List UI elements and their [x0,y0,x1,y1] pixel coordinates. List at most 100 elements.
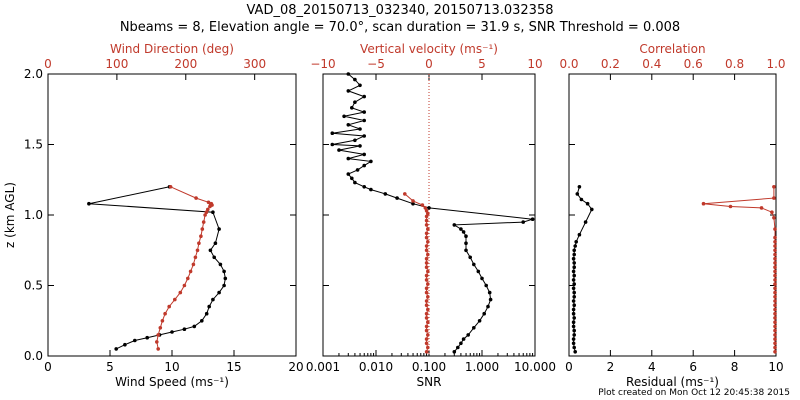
panel-2-series-2-point [423,206,428,210]
panel-3-series-1-point [583,220,588,224]
panel-2-series-2-point [426,240,430,244]
panel-2-series-1-point [346,156,351,161]
panel-2-series-2-point [424,244,429,248]
panel-3-series-1-point [577,232,582,237]
panel-3-top-tick-label: 1.0 [766,57,785,71]
panel-2-series-2-point [426,307,430,312]
panel-3-frame [568,73,777,357]
panel-2-series-1-point [362,110,367,114]
panel-3-series-1-point [573,244,577,248]
panel-1-bottom-tick-label: 20 [288,360,303,374]
panel-3-series-1-point [585,201,590,206]
panel-1-top-tick-label: 100 [105,57,128,71]
panel-2-series-2-point [426,345,430,350]
panel-1-series-2-point [195,248,200,253]
panel-2-series-1-point [350,106,354,110]
panel-2-series-2-point [424,218,429,223]
panel-2-series-1-point [330,131,335,135]
panel-3-series-1-point [572,252,576,257]
panel-3-series-1-point [571,324,576,329]
panel-2-series-2-point [424,209,429,213]
panel-3-bottom-tick-label: 0 [565,360,573,374]
panel-1-bottom-axis-label: Wind Speed (ms⁻¹) [115,375,229,389]
panel-2-series-1-point [488,297,493,302]
panel-3-series-2-point [773,345,777,350]
panel-1-series-2-point [203,213,207,217]
panel-3-series-2-point [773,278,777,282]
panel-2-series-2-point [424,328,429,333]
panel-1-series-1-point [208,248,213,253]
panel-2-series-1-point [358,144,362,148]
panel-2-bottom-tick-label: 0.001 [306,360,340,374]
panel-3-series-2-point [773,248,777,253]
panel-2-bottom-tick-label: 0.010 [359,360,393,374]
panel-2-series-2-point [424,350,429,354]
panel-3-series-1-point [572,282,576,286]
panel-3-series-2-point [773,328,777,333]
panel-2-series-1-point [369,159,373,164]
panel-1-series-2-point [201,220,206,224]
panel-3-series-2-point [772,185,776,189]
panel-2-series-2-point [424,311,429,316]
panel-1-series-1-point [213,241,218,245]
panel-2-series-1-point [362,163,367,168]
panel-1-series-2-point [194,196,198,200]
panel-3-series-2-point [772,196,776,200]
panel-2-series-2-point [424,290,429,295]
panel-2-series-2-point [426,227,430,231]
panel-2-bottom-tick-label: 0.100 [412,360,446,374]
panel-1-top-tick-label: 0 [44,57,52,71]
panel-3-series-1-point [572,303,576,308]
panel-2-series-1-point [346,172,351,176]
panel-3-series-1-point [572,328,576,333]
panel-3-series-2-point [773,290,777,295]
panel-2-series-1-point [477,319,482,323]
panel-2-series-1-point [346,123,351,127]
panel-2-series-1-point [369,187,373,192]
panel-1-series-1-point [217,290,221,295]
panel-1-series-1-point [133,338,137,343]
panel-2-series-2-point [424,265,429,270]
panel-3-series-2-point [773,269,777,274]
panel-3-series-2-point [701,201,706,206]
panel-3-series-1-point [571,307,576,312]
panel-3-series-2-point [728,204,733,209]
panel-3-series-1-point [572,345,576,350]
chart-title: VAD_08_20150713_032340, 20150713.032358 [246,3,554,18]
panel-2-series-1-point [355,168,360,172]
panel-2-series-2-point [424,316,429,320]
panel-2-series-2-point [411,199,415,203]
panel-3-top-tick-label: 0.6 [684,57,703,71]
panel-1-series-1-point [204,311,209,316]
panel-3-series-1-point [573,350,577,354]
panel-2-series-1-point [480,276,484,281]
panel-3-bottom-tick-label: 6 [689,360,697,374]
y-tick-label: 2.0 [24,67,43,81]
panel-1-series-1-point [123,342,127,347]
panel-3-series-1-point [590,207,594,212]
panel-2-bottom-tick-label: 1.000 [465,360,499,374]
plot-creation-footer: Plot created on Mon Oct 12 20:45:38 2015 [598,388,790,398]
panel-3-series-2-point [773,350,777,354]
panel-2-series-2-point [424,324,429,329]
panel-2-series-1-point [482,311,487,316]
panel-2-series-2-point [426,269,430,274]
panel-1-series-2-point [173,297,177,302]
panel-3-series-1-point [572,295,576,299]
panel-1-top-axis-label: Wind Direction (deg) [110,42,234,56]
panel-3-series-1-point [571,299,576,303]
panel-3-series-2-line [703,186,776,352]
panel-1-series-1-point [145,335,149,340]
panel-1-series-2-point [160,319,165,323]
panel-2-series-1-point [411,201,415,206]
panel-1-series-1-point [200,319,204,323]
panel-2-bottom-axis-label: SNR [417,375,442,389]
panel-1-series-1-line [88,186,226,350]
panel-1-series-2-point [178,290,183,295]
panel-1-series-1-point [223,276,228,281]
panel-2-series-2-point [424,341,429,346]
panel-1-series-2-point [193,255,198,260]
panel-2-top-tick-label: −5 [367,57,385,71]
panel-2-series-2-point [424,261,429,265]
panel-1-series-1-point [87,201,91,206]
